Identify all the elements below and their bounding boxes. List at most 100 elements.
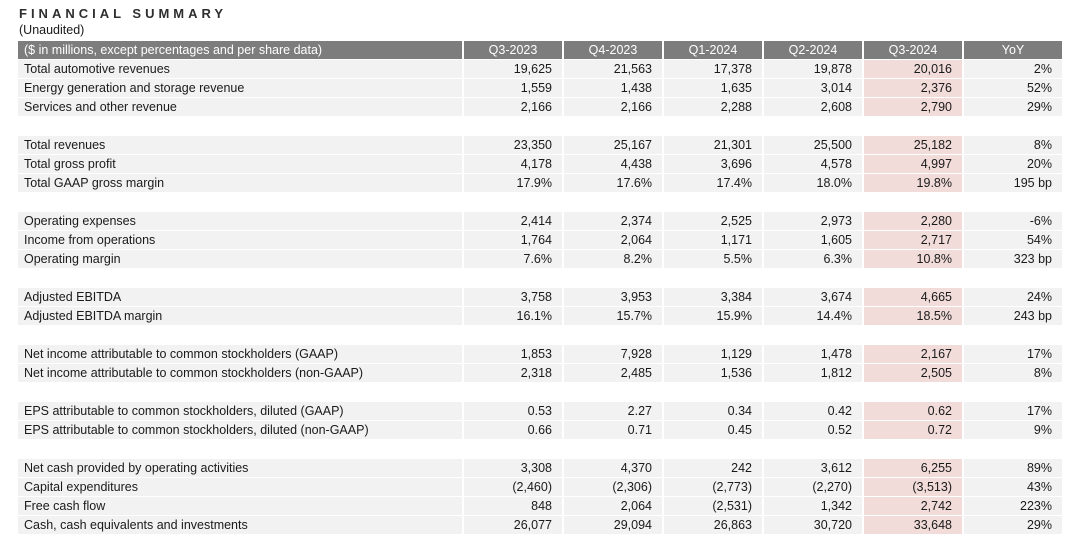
row-label: Operating margin	[18, 250, 462, 268]
cell-q3-2023: 2,166	[464, 98, 562, 116]
column-header-q2-2024: Q2-2024	[764, 41, 862, 59]
table-row: Adjusted EBITDA 3,758 3,953 3,384 3,674 4,665…	[18, 288, 1062, 306]
cell-q4-2023: 2.27	[564, 402, 662, 420]
cell-q4-2023: 1,438	[564, 79, 662, 97]
table-row: Income from operations 1,764 2,064 1,171 1,6…	[18, 231, 1062, 249]
table-row: Free cash flow 848 2,064 (2,531) 1,342 2,742 2…	[18, 497, 1062, 515]
section-spacer	[18, 269, 1062, 287]
table-row: Operating margin 7.6% 8.2% 5.5% 6.3% 10.8% 323…	[18, 250, 1062, 268]
cell-q3-2023: 4,178	[464, 155, 562, 173]
cell-q3-2023: 7.6%	[464, 250, 562, 268]
cell-q2-2024: 19,878	[764, 60, 862, 78]
cell-q3-2024: 4,997	[864, 155, 962, 173]
cell-yoy: 8%	[964, 364, 1062, 382]
cell-q3-2024: 6,255	[864, 459, 962, 477]
cell-q2-2024: 4,578	[764, 155, 862, 173]
cell-q3-2023: 3,758	[464, 288, 562, 306]
cell-yoy: 323 bp	[964, 250, 1062, 268]
cell-q2-2024: 2,608	[764, 98, 862, 116]
cell-yoy: 17%	[964, 345, 1062, 363]
section-spacer	[18, 440, 1062, 458]
cell-q4-2023: 2,374	[564, 212, 662, 230]
table-row: Operating expenses 2,414 2,374 2,525 2,973 2,…	[18, 212, 1062, 230]
cell-q2-2024: 18.0%	[764, 174, 862, 192]
cell-yoy: -6%	[964, 212, 1062, 230]
cell-q4-2023: 2,064	[564, 497, 662, 515]
table-row: Total gross profit 4,178 4,438 3,696 4,578 4,…	[18, 155, 1062, 173]
cell-yoy: 89%	[964, 459, 1062, 477]
table-row: Services and other revenue 2,166 2,166 2,28…	[18, 98, 1062, 116]
cell-yoy: 223%	[964, 497, 1062, 515]
cell-q3-2024: 18.5%	[864, 307, 962, 325]
row-label: Operating expenses	[18, 212, 462, 230]
financial-summary-table: ($ in millions, except percentages and p…	[18, 41, 1062, 534]
cell-q1-2024: 2,525	[664, 212, 762, 230]
cell-q3-2024: 2,280	[864, 212, 962, 230]
cell-q2-2024: 1,605	[764, 231, 862, 249]
row-label: Energy generation and storage revenue	[18, 79, 462, 97]
cell-q1-2024: 5.5%	[664, 250, 762, 268]
page-title: FINANCIAL SUMMARY	[19, 6, 228, 21]
cell-q3-2023: (2,460)	[464, 478, 562, 496]
cell-q2-2024: 25,500	[764, 136, 862, 154]
page-subtitle: (Unaudited)	[19, 23, 85, 37]
table-header-row: ($ in millions, except percentages and p…	[18, 41, 1062, 59]
cell-q3-2024: 2,505	[864, 364, 962, 382]
cell-q3-2024: 25,182	[864, 136, 962, 154]
table-row: Capital expenditures (2,460) (2,306) (2,773…	[18, 478, 1062, 496]
cell-q3-2023: 23,350	[464, 136, 562, 154]
cell-q3-2024: 2,790	[864, 98, 962, 116]
cell-q4-2023: 4,370	[564, 459, 662, 477]
cell-q2-2024: 1,812	[764, 364, 862, 382]
cell-q3-2024: 10.8%	[864, 250, 962, 268]
row-label: Total automotive revenues	[18, 60, 462, 78]
cell-q4-2023: 2,064	[564, 231, 662, 249]
cell-q2-2024: 30,720	[764, 516, 862, 534]
cell-q3-2024: 2,376	[864, 79, 962, 97]
cell-q3-2023: 19,625	[464, 60, 562, 78]
cell-q1-2024: 0.34	[664, 402, 762, 420]
cell-q4-2023: (2,306)	[564, 478, 662, 496]
cell-q1-2024: 1,171	[664, 231, 762, 249]
cell-q3-2024: (3,513)	[864, 478, 962, 496]
row-label: Net income attributable to common stockh…	[18, 345, 462, 363]
cell-q4-2023: 15.7%	[564, 307, 662, 325]
cell-q2-2024: 2,973	[764, 212, 862, 230]
table-row: Net cash provided by operating activitie…	[18, 459, 1062, 477]
row-label: EPS attributable to common stockholders,…	[18, 402, 462, 420]
cell-q3-2024: 20,016	[864, 60, 962, 78]
cell-yoy: 2%	[964, 60, 1062, 78]
cell-q1-2024: 0.45	[664, 421, 762, 439]
cell-q1-2024: 17.4%	[664, 174, 762, 192]
cell-q3-2024: 0.72	[864, 421, 962, 439]
table-row: Total revenues 23,350 25,167 21,301 25,500 25…	[18, 136, 1062, 154]
cell-q3-2023: 0.66	[464, 421, 562, 439]
cell-q1-2024: 3,384	[664, 288, 762, 306]
cell-q3-2023: 1,853	[464, 345, 562, 363]
row-label: Adjusted EBITDA margin	[18, 307, 462, 325]
section-spacer	[18, 193, 1062, 211]
table-row: Adjusted EBITDA margin 16.1% 15.7% 15.9% 14.…	[18, 307, 1062, 325]
row-label: Income from operations	[18, 231, 462, 249]
cell-q1-2024: 17,378	[664, 60, 762, 78]
table-caption: ($ in millions, except percentages and p…	[18, 41, 462, 59]
cell-q4-2023: 2,485	[564, 364, 662, 382]
row-label: Net income attributable to common stockh…	[18, 364, 462, 382]
cell-yoy: 43%	[964, 478, 1062, 496]
cell-q3-2024: 4,665	[864, 288, 962, 306]
cell-q3-2023: 0.53	[464, 402, 562, 420]
cell-q2-2024: (2,270)	[764, 478, 862, 496]
cell-q3-2024: 2,742	[864, 497, 962, 515]
column-header-q4-2023: Q4-2023	[564, 41, 662, 59]
cell-yoy: 24%	[964, 288, 1062, 306]
table-row: Total automotive revenues 19,625 21,563 17,…	[18, 60, 1062, 78]
column-header-yoy: YoY	[964, 41, 1062, 59]
cell-q4-2023: 0.71	[564, 421, 662, 439]
cell-q1-2024: 2,288	[664, 98, 762, 116]
section-spacer	[18, 117, 1062, 135]
row-label: Services and other revenue	[18, 98, 462, 116]
cell-q1-2024: 242	[664, 459, 762, 477]
row-label: Total revenues	[18, 136, 462, 154]
cell-q4-2023: 3,953	[564, 288, 662, 306]
table-row: EPS attributable to common stockholders,…	[18, 421, 1062, 439]
